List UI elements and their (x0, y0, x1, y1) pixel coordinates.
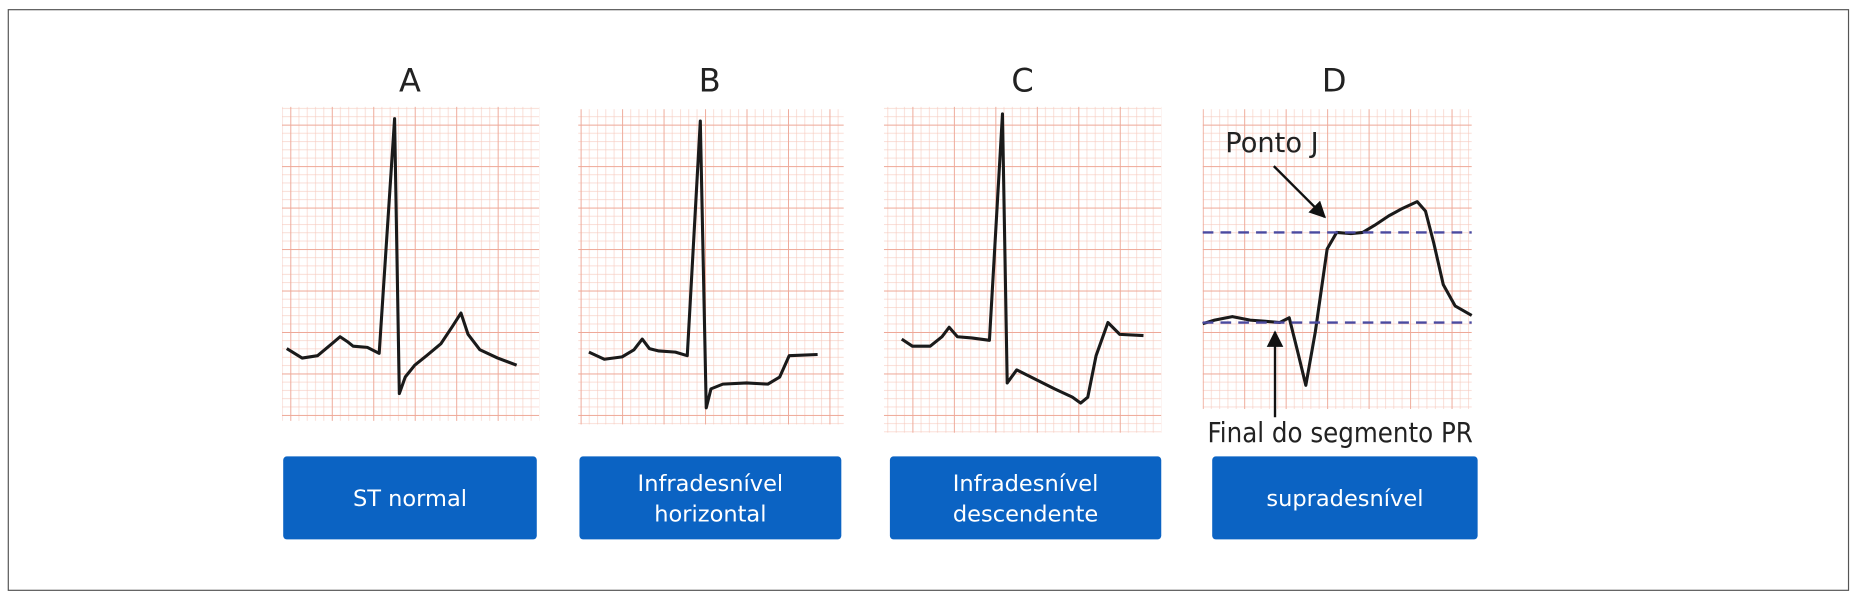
ecg-grid (578, 109, 844, 425)
panel: C Infradesnível descendente (883, 61, 1162, 540)
panel: B Infradesnível horizontal (578, 61, 844, 540)
panel-label: D (1322, 61, 1347, 99)
caption-text: descendente (953, 502, 1098, 528)
ecg-grid (1202, 109, 1472, 410)
annotations (1202, 165, 1472, 418)
caption-text: ST normal (353, 486, 467, 512)
panel-label: A (399, 61, 421, 99)
caption-text: supradesnível (1266, 486, 1423, 512)
annotation-label: Final do segmento PR (1207, 418, 1472, 449)
ecg-trace (285, 117, 518, 396)
annotation-label: Ponto J (1225, 128, 1318, 159)
caption-text: Infradesnível (953, 471, 1099, 497)
caption-text: horizontal (654, 502, 766, 528)
panel-label: B (699, 61, 721, 99)
caption-box (1212, 456, 1478, 540)
panel-label: C (1011, 61, 1033, 99)
caption-box (579, 456, 842, 540)
frame (7, 9, 1850, 591)
panel: A ST normal (282, 61, 540, 540)
ecg-grid (282, 106, 540, 421)
caption-box (283, 456, 537, 540)
ecg-grid (883, 106, 1162, 433)
arrow (1272, 165, 1326, 219)
ecg-trace (900, 112, 1144, 405)
caption-box (889, 456, 1162, 540)
caption-text: Infradesnível (638, 471, 784, 497)
ecg-trace (588, 119, 818, 410)
